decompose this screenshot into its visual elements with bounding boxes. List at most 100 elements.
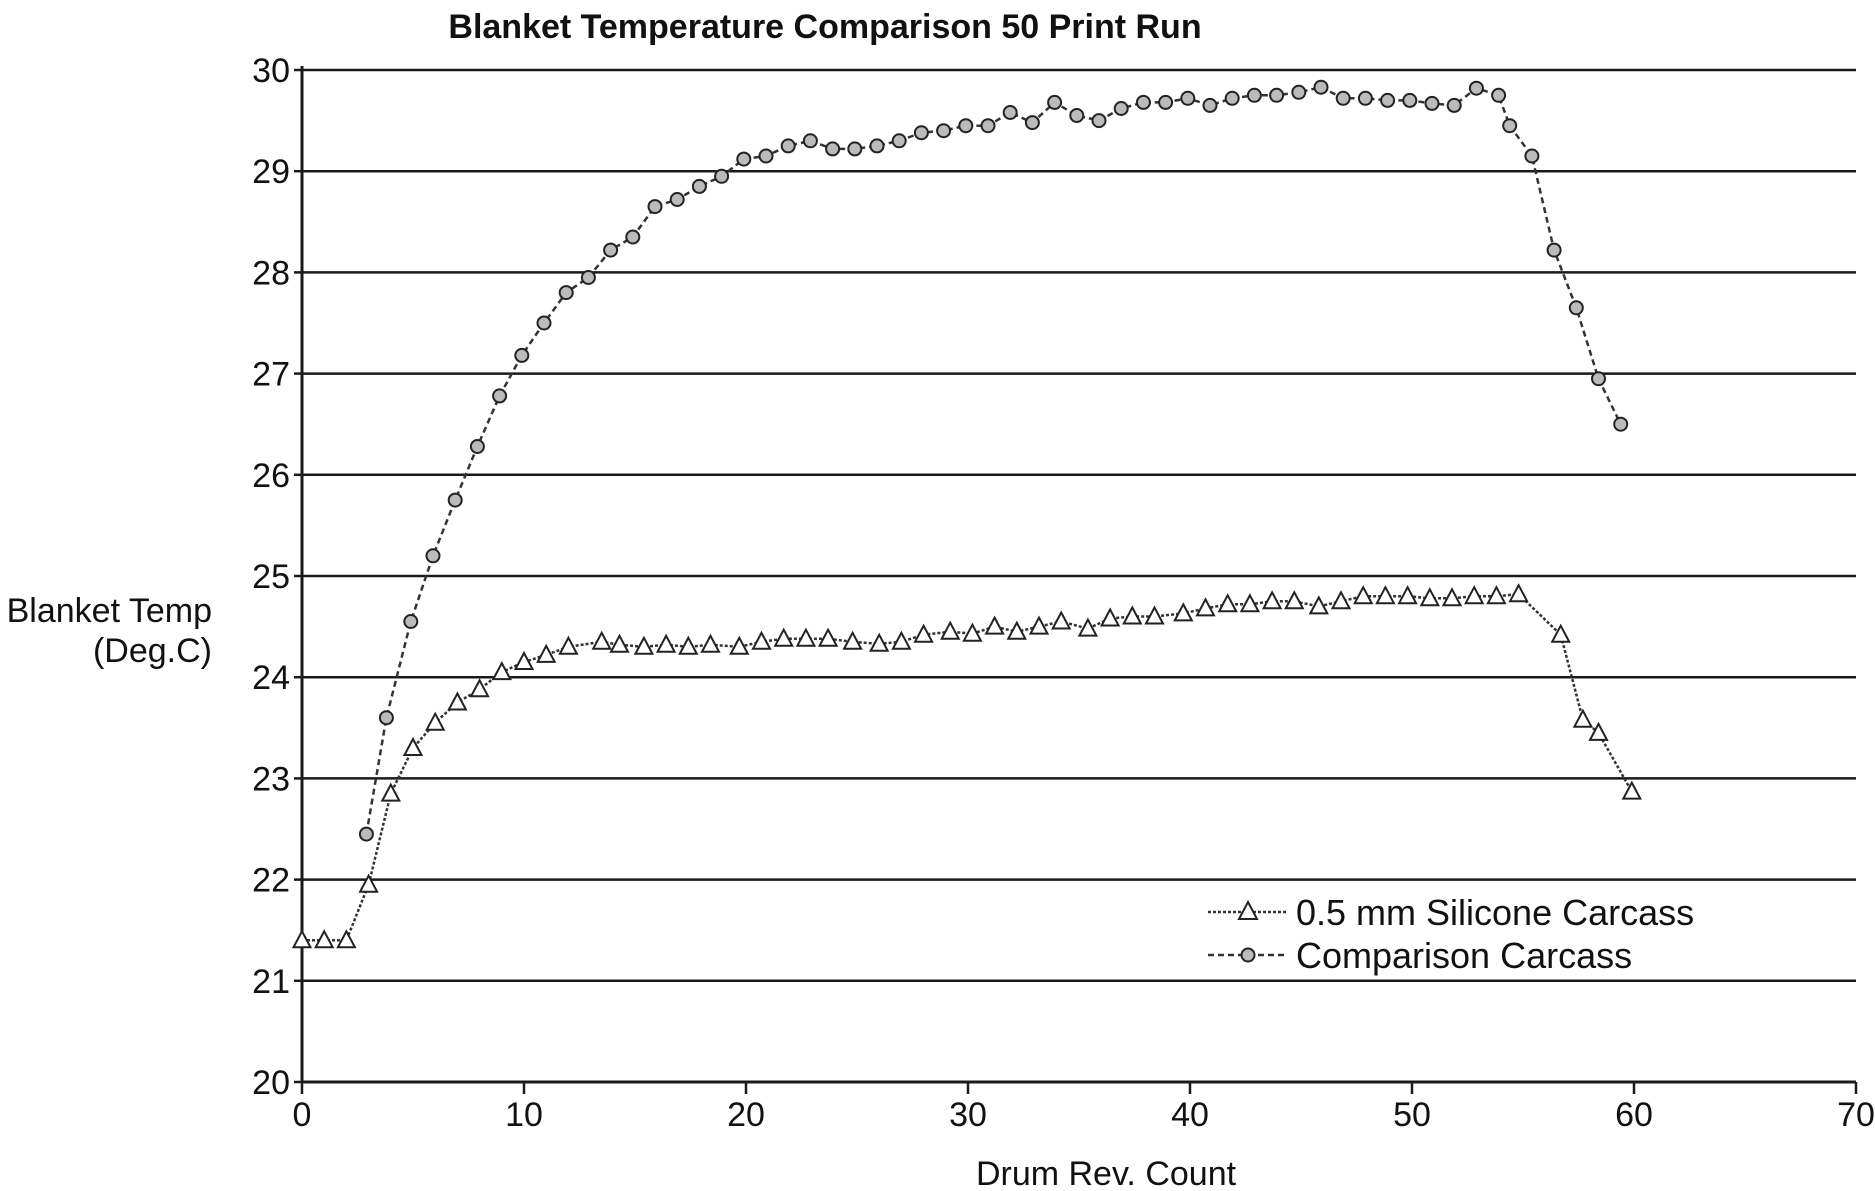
data-point-comparison-0 (360, 828, 373, 841)
data-point-comparison-28 (982, 119, 995, 132)
data-point-comparison-2 (404, 615, 417, 628)
y-axis-label-line-2: (Deg.C) (93, 632, 212, 670)
data-point-comparison-18 (760, 150, 773, 163)
x-tick-label-30: 30 (949, 1096, 987, 1134)
y-tick-label-28: 28 (252, 254, 290, 292)
data-point-comparison-55 (1570, 301, 1583, 314)
data-point-comparison-6 (493, 389, 506, 402)
y-tick-label-25: 25 (252, 558, 290, 596)
x-tick-label-70: 70 (1837, 1096, 1875, 1134)
data-point-silicone-2 (338, 931, 355, 947)
y-tick-label-26: 26 (252, 457, 290, 495)
data-point-comparison-30 (1026, 116, 1039, 129)
data-point-comparison-56 (1592, 372, 1605, 385)
data-point-comparison-29 (1004, 106, 1017, 119)
data-point-silicone-55 (1574, 711, 1591, 727)
data-point-silicone-14 (611, 636, 628, 652)
data-point-comparison-47 (1403, 94, 1416, 107)
data-point-silicone-28 (942, 623, 959, 639)
data-point-comparison-38 (1204, 99, 1217, 112)
data-point-comparison-16 (715, 170, 728, 183)
data-point-comparison-41 (1270, 89, 1283, 102)
data-point-comparison-5 (471, 440, 484, 453)
data-point-comparison-20 (804, 134, 817, 147)
y-tick-label-27: 27 (252, 356, 290, 394)
x-tick-label-0: 0 (293, 1096, 312, 1134)
data-point-silicone-13 (593, 633, 610, 649)
data-point-silicone-57 (1623, 783, 1640, 799)
x-tick-label-10: 10 (505, 1096, 543, 1134)
data-point-comparison-37 (1181, 92, 1194, 105)
data-point-comparison-50 (1470, 82, 1483, 95)
data-point-comparison-11 (604, 244, 617, 257)
data-point-comparison-31 (1048, 96, 1061, 109)
data-point-silicone-4 (382, 785, 399, 801)
data-point-silicone-42 (1264, 592, 1281, 608)
data-point-silicone-33 (1053, 613, 1070, 629)
legend-label-silicone: 0.5 mm Silicone Carcass (1296, 892, 1694, 933)
data-point-silicone-9 (493, 663, 510, 679)
y-axis-label-line-1: Blanket Temp (7, 592, 212, 630)
x-tick-label-50: 50 (1393, 1096, 1431, 1134)
x-axis-ticks: 010203040506070 (293, 1082, 1875, 1134)
data-point-comparison-46 (1381, 94, 1394, 107)
data-point-comparison-3 (427, 549, 440, 562)
data-point-comparison-48 (1426, 97, 1439, 110)
data-point-silicone-7 (449, 694, 466, 710)
y-tick-label-29: 29 (252, 153, 290, 191)
y-tick-label-20: 20 (252, 1064, 290, 1102)
data-point-comparison-36 (1159, 96, 1172, 109)
data-point-comparison-34 (1115, 102, 1128, 115)
data-point-silicone-56 (1590, 724, 1607, 740)
legend-swatch-silicone-triangle (1239, 902, 1257, 919)
data-point-silicone-30 (986, 618, 1003, 634)
data-point-comparison-52 (1503, 119, 1516, 132)
data-point-comparison-23 (871, 139, 884, 152)
data-point-comparison-13 (649, 200, 662, 213)
data-point-comparison-35 (1137, 96, 1150, 109)
data-point-comparison-49 (1448, 99, 1461, 112)
data-point-comparison-8 (538, 317, 551, 330)
data-point-silicone-16 (658, 636, 675, 652)
data-point-comparison-14 (671, 193, 684, 206)
y-tick-label-24: 24 (252, 659, 290, 697)
data-point-comparison-51 (1492, 89, 1505, 102)
x-axis-label: Drum Rev. Count (976, 1155, 1237, 1191)
data-point-silicone-35 (1102, 610, 1119, 626)
data-point-silicone-53 (1510, 585, 1527, 601)
data-point-comparison-1 (380, 711, 393, 724)
series-comparison-carcass (360, 81, 1627, 841)
data-point-comparison-57 (1614, 418, 1627, 431)
data-point-comparison-45 (1359, 92, 1372, 105)
data-point-silicone-23 (820, 630, 837, 646)
y-tick-label-21: 21 (252, 963, 290, 1001)
data-point-comparison-44 (1337, 92, 1350, 105)
legend-label-comparison: Comparison Carcass (1296, 935, 1632, 976)
x-tick-label-40: 40 (1171, 1096, 1209, 1134)
series-line-silicone (302, 594, 1632, 940)
legend-swatch-comparison-circle (1242, 949, 1255, 962)
data-point-silicone-45 (1333, 592, 1350, 608)
data-series (294, 81, 1641, 948)
data-point-comparison-25 (915, 126, 928, 139)
data-point-comparison-40 (1248, 89, 1261, 102)
data-point-comparison-53 (1525, 150, 1538, 163)
x-tick-label-20: 20 (727, 1096, 765, 1134)
series-line-comparison (366, 87, 1620, 834)
data-point-comparison-9 (560, 286, 573, 299)
data-point-comparison-43 (1315, 81, 1328, 94)
chart-title: Blanket Temperature Comparison 50 Print … (448, 8, 1201, 46)
data-point-comparison-15 (693, 180, 706, 193)
data-point-comparison-12 (626, 231, 639, 244)
data-point-comparison-10 (582, 271, 595, 284)
data-point-comparison-7 (515, 349, 528, 362)
data-point-silicone-48 (1399, 587, 1416, 603)
y-tick-label-22: 22 (252, 862, 290, 900)
data-point-silicone-20 (753, 633, 770, 649)
data-point-comparison-27 (959, 119, 972, 132)
data-point-comparison-19 (782, 139, 795, 152)
data-point-silicone-34 (1079, 620, 1096, 636)
data-point-comparison-21 (826, 142, 839, 155)
data-point-comparison-42 (1292, 86, 1305, 99)
